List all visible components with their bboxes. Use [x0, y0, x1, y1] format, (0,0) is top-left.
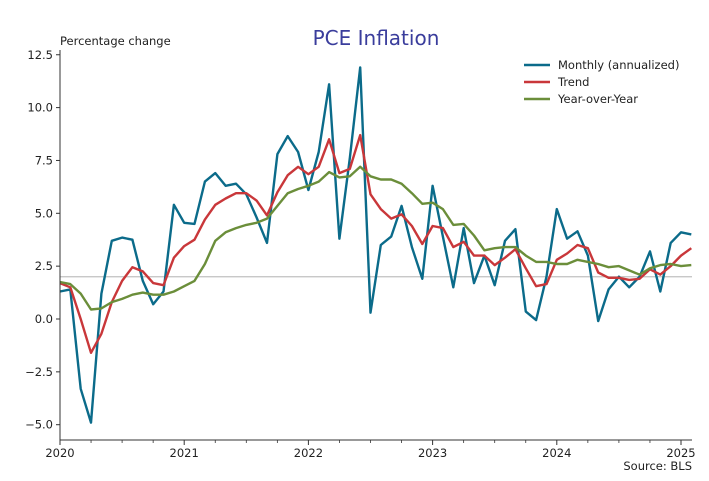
source-note: Source: BLS: [623, 459, 692, 473]
y-tick-label: 7.5: [35, 153, 53, 167]
x-tick-label: 2021: [170, 446, 199, 460]
x-tick-label: 2024: [542, 446, 571, 460]
series-layer: [59, 66, 693, 424]
y-tick-label: 5.0: [35, 206, 53, 220]
y-tick-label: −5.0: [25, 418, 53, 432]
x-tick-label: 2025: [666, 446, 695, 460]
x-tick-label: 2023: [418, 446, 447, 460]
y-tick-label: 0.0: [35, 312, 53, 326]
legend-label-monthly: Monthly (annualized): [558, 58, 679, 72]
legend: Monthly (annualized) Trend Year-over-Yea…: [524, 58, 679, 106]
x-ticks: 2020 2021 2022 2023 2024 2025: [45, 440, 696, 460]
chart-title: PCE Inflation: [313, 26, 440, 50]
legend-label-trend: Trend: [557, 75, 589, 89]
series-line-monthly: [59, 66, 692, 424]
y-tick-label: −2.5: [25, 365, 53, 379]
legend-label-yoy: Year-over-Year: [557, 92, 638, 106]
y-tick-label: 2.5: [35, 259, 53, 273]
x-tick-label: 2022: [294, 446, 323, 460]
x-tick-label: 2020: [45, 446, 74, 460]
y-tick-label: 10.0: [27, 101, 53, 115]
axes-layer: [59, 50, 692, 441]
series-line-trend: [59, 133, 693, 354]
y-ticks: 12.5 10.0 7.5 5.0 2.5 0.0 −2.5 −5.0: [25, 48, 60, 432]
series-line-yoy: [59, 165, 692, 311]
y-tick-label: 12.5: [27, 48, 53, 62]
y-axis-label: Percentage change: [60, 34, 171, 48]
